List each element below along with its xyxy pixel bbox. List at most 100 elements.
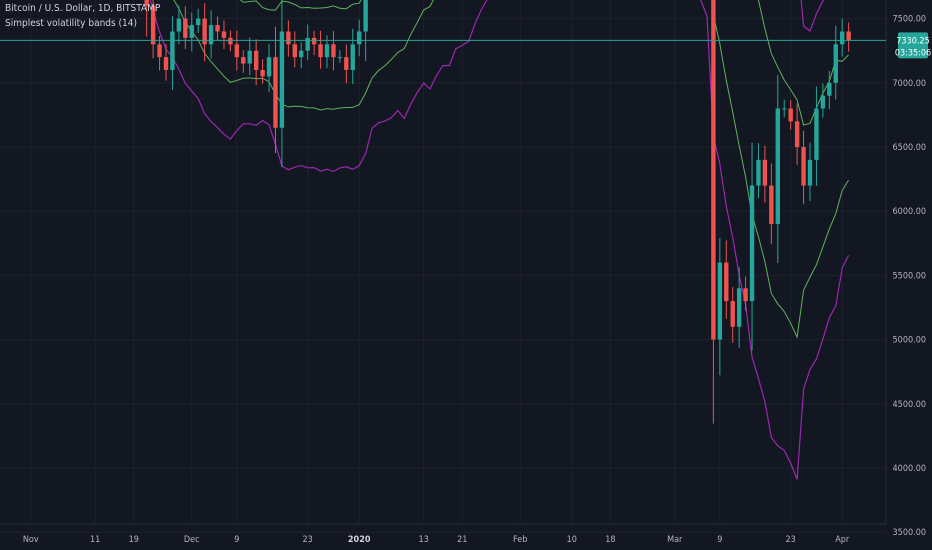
candle-body [279, 31, 285, 128]
x-tick-label: Nov [23, 535, 39, 545]
x-tick-label: 11 [90, 535, 100, 545]
candle [241, 50, 246, 73]
candle [762, 145, 768, 203]
candle-body [221, 31, 227, 38]
x-tick-label: 19 [129, 535, 139, 545]
candle-body [305, 37, 310, 51]
candle-body [782, 108, 787, 110]
last-price-label-bg [898, 32, 928, 59]
indicator-title[interactable]: Simplest volatility bands (14) [5, 18, 138, 29]
x-tick-label: 23 [786, 535, 796, 545]
candle [711, 0, 716, 424]
candle [318, 30, 323, 69]
candle-body [807, 159, 813, 186]
candle [202, 3, 207, 62]
candle [299, 42, 304, 69]
outer-lower-band [149, 0, 850, 480]
candle [286, 20, 291, 57]
x-tick-label: 13 [418, 535, 428, 545]
candle-body [208, 25, 214, 45]
candle-body [253, 50, 259, 70]
price-axis[interactable]: 3500.00 4000.00 4500.00 5000.00 5500.00 6000.… [887, 0, 926, 539]
candle [247, 37, 252, 76]
candle [337, 50, 343, 63]
candle-body [762, 159, 768, 186]
candle-body [730, 301, 735, 327]
candle-body [202, 18, 207, 45]
y-tick-label: 5500.00 [893, 271, 926, 281]
candle-body [794, 121, 800, 148]
candle-body [756, 159, 761, 186]
candle [208, 10, 214, 59]
inner-volatility-bands [173, 0, 850, 339]
candle [292, 31, 297, 68]
candle [743, 276, 748, 311]
candle [807, 142, 813, 201]
candle-body [344, 57, 349, 70]
candle-body [350, 44, 355, 70]
candle [163, 43, 169, 81]
candle [260, 59, 265, 84]
x-tick-label: 2020 [348, 535, 371, 545]
candle-body [331, 44, 336, 58]
time-axis[interactable]: Nov 11 19 Dec 9 23 2020 13 21 Feb 10 18 Mar 9 23 Apr [23, 535, 850, 545]
candle-body [769, 185, 774, 225]
candle-body [311, 37, 317, 45]
candle [769, 163, 774, 245]
candle [311, 30, 317, 56]
x-tick-label: Feb [513, 535, 527, 545]
candle-body [749, 185, 755, 302]
candle [782, 99, 787, 118]
outer-volatility-bands [149, 0, 850, 480]
candle [749, 142, 755, 351]
candle [144, 0, 149, 37]
y-tick-label: 5000.00 [893, 336, 926, 346]
candle [756, 143, 761, 199]
y-tick-label: 4000.00 [893, 464, 926, 474]
candle [253, 39, 259, 86]
last-price-label: 7330.25 03:35:06 [895, 32, 931, 59]
candle [344, 44, 349, 84]
candle [279, 0, 285, 167]
candle [717, 238, 723, 376]
candle [234, 30, 240, 71]
y-tick-label: 3500.00 [893, 528, 926, 538]
candle [170, 16, 175, 91]
candle [833, 25, 838, 100]
candle-body [144, 0, 149, 6]
candle-body [196, 18, 201, 26]
candlestick-series[interactable] [3, 0, 851, 424]
y-tick-label: 6000.00 [893, 207, 926, 217]
candle [183, 6, 188, 50]
candle-body [228, 37, 233, 45]
candle [730, 287, 735, 343]
y-tick-label: 4500.00 [893, 400, 926, 410]
symbol-title[interactable]: Bitcoin / U.S. Dollar, 1D, BITSTAMP [5, 3, 161, 14]
candle-body [711, 0, 716, 340]
candle [801, 130, 806, 205]
candle-body [260, 69, 265, 77]
candle-body [357, 31, 362, 45]
y-tick-label: 6500.00 [893, 143, 926, 153]
candle-body [299, 50, 304, 58]
last-price-value: 7330.25 [896, 36, 929, 46]
grid-lines [0, 0, 887, 533]
inner-lower-band [173, 0, 850, 339]
candle [331, 31, 336, 71]
candle-body [820, 95, 826, 109]
candle-body [247, 50, 252, 64]
candle [840, 18, 845, 57]
candle [150, 0, 156, 59]
candle [176, 5, 182, 45]
candle-body [183, 18, 188, 38]
candle-body [833, 44, 838, 83]
candle-body [717, 262, 723, 340]
candle-body [840, 31, 845, 45]
x-tick-label: Apr [835, 535, 850, 545]
candle-body [846, 31, 851, 41]
candle [196, 8, 201, 33]
candle-body [801, 147, 806, 186]
x-tick-label: 9 [717, 535, 722, 545]
candle [846, 22, 851, 52]
